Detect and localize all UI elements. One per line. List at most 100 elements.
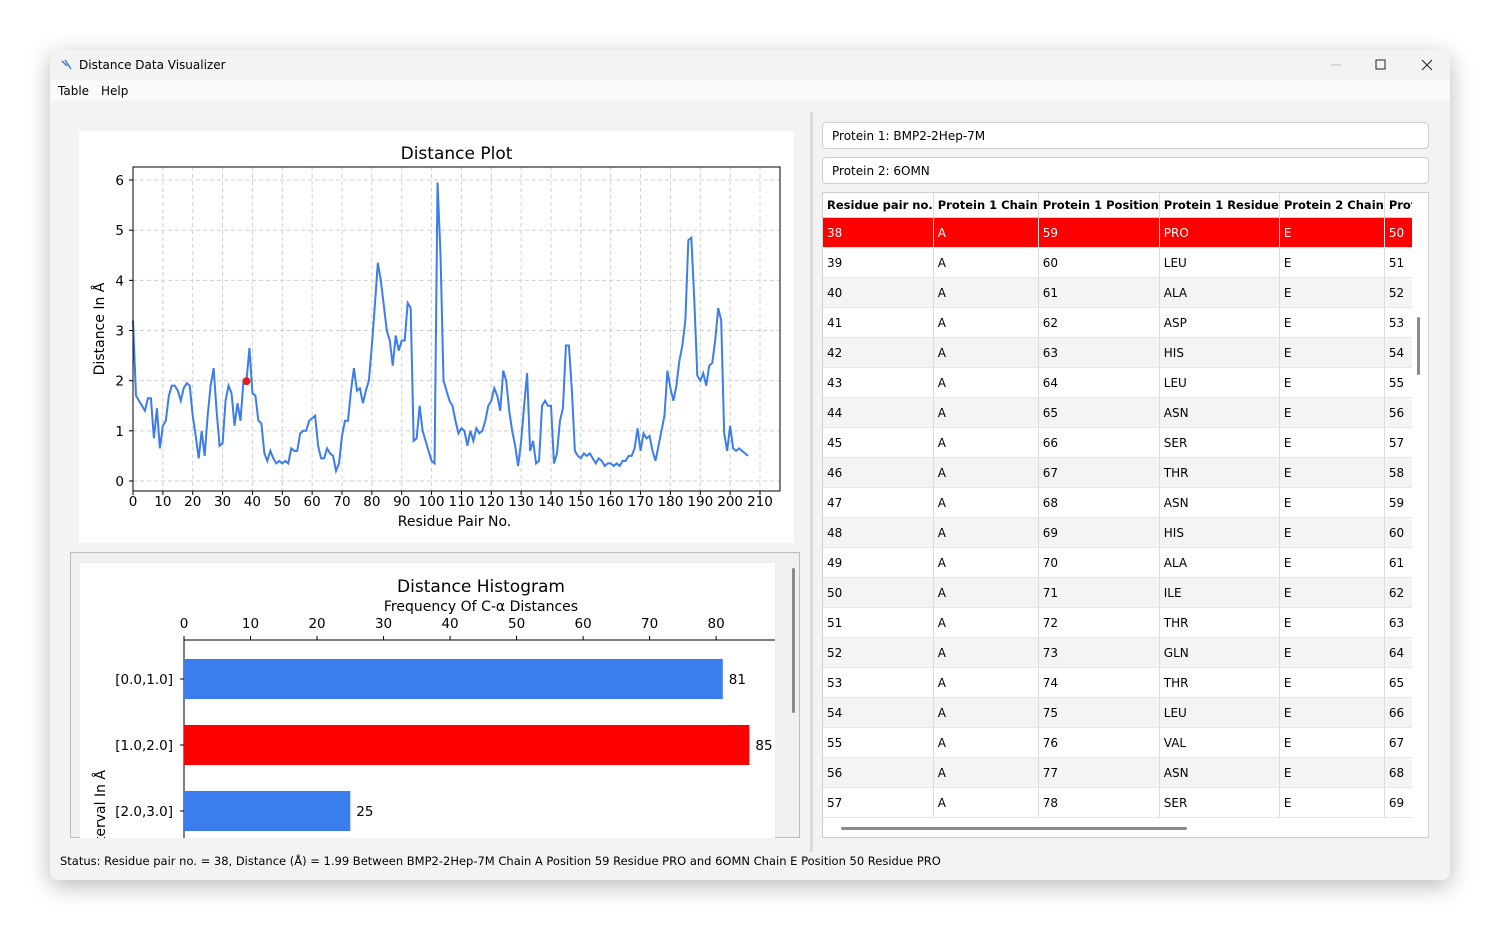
table-cell: E <box>1279 637 1385 668</box>
h-scrollbar-thumb[interactable] <box>841 827 1187 830</box>
table-row[interactable]: 56 A 77 ASN E 68 <box>823 757 1412 788</box>
splitter[interactable] <box>810 112 813 852</box>
table-cell: 62 <box>1384 577 1412 608</box>
table-cell: 70 <box>1038 547 1160 578</box>
table-cell: A <box>933 607 1039 638</box>
table-cell: A <box>933 367 1039 398</box>
table-row[interactable]: 47 A 68 ASN E 59 <box>823 487 1412 518</box>
table-cell: 57 <box>823 787 934 818</box>
table-cell: 67 <box>1038 457 1160 488</box>
table-row[interactable]: 51 A 72 THR E 63 <box>823 607 1412 638</box>
table-cell: 65 <box>1038 397 1160 428</box>
table-row[interactable]: 45 A 66 SER E 57 <box>823 427 1412 458</box>
table-cell: A <box>933 487 1039 518</box>
table-cell: 50 <box>1384 217 1412 248</box>
table-row[interactable]: 52 A 73 GLN E 64 <box>823 637 1412 668</box>
table-cell: A <box>933 637 1039 668</box>
table-row[interactable]: 53 A 74 THR E 65 <box>823 667 1412 698</box>
table-cell: 38 <box>823 217 934 248</box>
table-row[interactable]: 48 A 69 HIS E 60 <box>823 517 1412 548</box>
table-cell: 69 <box>1038 517 1160 548</box>
window-controls[interactable] <box>1320 50 1450 80</box>
table-cell: 66 <box>1384 697 1412 728</box>
scrollbar-thumb[interactable] <box>792 568 795 713</box>
table-row[interactable]: 44 A 65 ASN E 56 <box>823 397 1412 428</box>
table-cell: THR <box>1159 667 1280 698</box>
table-cell: 76 <box>1038 727 1160 758</box>
table-row[interactable]: 42 A 63 HIS E 54 <box>823 337 1412 368</box>
table-cell: A <box>933 697 1039 728</box>
window-title: Distance Data Visualizer <box>79 58 226 72</box>
table-row[interactable]: 46 A 67 THR E 58 <box>823 457 1412 488</box>
table-cell: 56 <box>1384 397 1412 428</box>
menu-item[interactable]: Help <box>101 84 129 98</box>
table-row[interactable]: 43 A 64 LEU E 55 <box>823 367 1412 398</box>
table-cell: A <box>933 727 1039 758</box>
protein-field[interactable]: Protein 2: 6OMN <box>822 157 1429 184</box>
table-cell: 64 <box>1384 637 1412 668</box>
column-header[interactable]: Protein 1 Residue <box>1159 193 1280 218</box>
table-cell: 63 <box>1384 607 1412 638</box>
table-cell: 60 <box>1038 247 1160 278</box>
table-row[interactable]: 54 A 75 LEU E 66 <box>823 697 1412 728</box>
header-row: Residue pair no. Protein 1 Chain Protein 1… <box>823 193 1412 218</box>
table-cell: 68 <box>1384 757 1412 788</box>
table-cell: 57 <box>1384 427 1412 458</box>
table-cell: 39 <box>823 247 934 278</box>
table-cell: E <box>1279 697 1385 728</box>
table-row[interactable]: 40 A 61 ALA E 52 <box>823 277 1412 308</box>
table-cell: E <box>1279 577 1385 608</box>
protein-field[interactable]: Protein 1: BMP2-2Hep-7M <box>822 122 1429 149</box>
table-cell: A <box>933 457 1039 488</box>
histogram-panel <box>80 563 775 838</box>
table-cell: 50 <box>823 577 934 608</box>
table-cell: A <box>933 247 1039 278</box>
table-cell: 61 <box>1038 277 1160 308</box>
table-cell: A <box>933 397 1039 428</box>
menu-bar: Table Help <box>50 80 1450 101</box>
status-bar: Status: Residue pair no. = 38, Distance … <box>60 854 941 868</box>
column-header[interactable]: Protein 2 Chain <box>1279 193 1385 218</box>
table-cell: 55 <box>823 727 934 758</box>
column-header[interactable]: Residue pair no. <box>823 193 934 218</box>
table-row[interactable]: 38 A 59 PRO E 50 <box>823 217 1412 248</box>
column-header[interactable]: Protein 1 Position <box>1038 193 1160 218</box>
table-cell: SER <box>1159 787 1280 818</box>
table-cell: 53 <box>1384 307 1412 338</box>
table-cell: E <box>1279 457 1385 488</box>
table-cell: 51 <box>1384 247 1412 278</box>
table-cell: 68 <box>1038 487 1160 518</box>
table-row[interactable]: 49 A 70 ALA E 61 <box>823 547 1412 578</box>
data-table: Residue pair no. Protein 1 Chain Protein 1… <box>823 193 1412 818</box>
title-bar: Distance Data Visualizer <box>50 50 1450 80</box>
table-cell: LEU <box>1159 247 1280 278</box>
column-header[interactable]: Protein 2 Position <box>1384 193 1412 218</box>
table-cell: 69 <box>1384 787 1412 818</box>
table-row[interactable]: 39 A 60 LEU E 51 <box>823 247 1412 278</box>
table-cell: ILE <box>1159 577 1280 608</box>
table-cell: 62 <box>1038 307 1160 338</box>
table-row[interactable]: 57 A 78 SER E 69 <box>823 787 1412 818</box>
table-cell: E <box>1279 397 1385 428</box>
table-cell: 41 <box>823 307 934 338</box>
table-cell: E <box>1279 367 1385 398</box>
table-row[interactable]: 41 A 62 ASP E 53 <box>823 307 1412 338</box>
table-cell: THR <box>1159 457 1280 488</box>
table-cell: E <box>1279 277 1385 308</box>
menu-item[interactable]: Table <box>58 84 90 98</box>
table-cell: A <box>933 337 1039 368</box>
table-cell: E <box>1279 307 1385 338</box>
table-cell: 54 <box>823 697 934 728</box>
table-cell: VAL <box>1159 727 1280 758</box>
table-cell: 44 <box>823 397 934 428</box>
column-header[interactable]: Protein 1 Chain <box>933 193 1039 218</box>
table-cell: 64 <box>1038 367 1160 398</box>
table-cell: 40 <box>823 277 934 308</box>
v-scrollbar-thumb[interactable] <box>1417 317 1420 375</box>
table-row[interactable]: 55 A 76 VAL E 67 <box>823 727 1412 758</box>
table-cell: 47 <box>823 487 934 518</box>
table-cell: PRO <box>1159 217 1280 248</box>
table-row[interactable]: 50 A 71 ILE E 62 <box>823 577 1412 608</box>
plot-panel <box>79 131 794 543</box>
